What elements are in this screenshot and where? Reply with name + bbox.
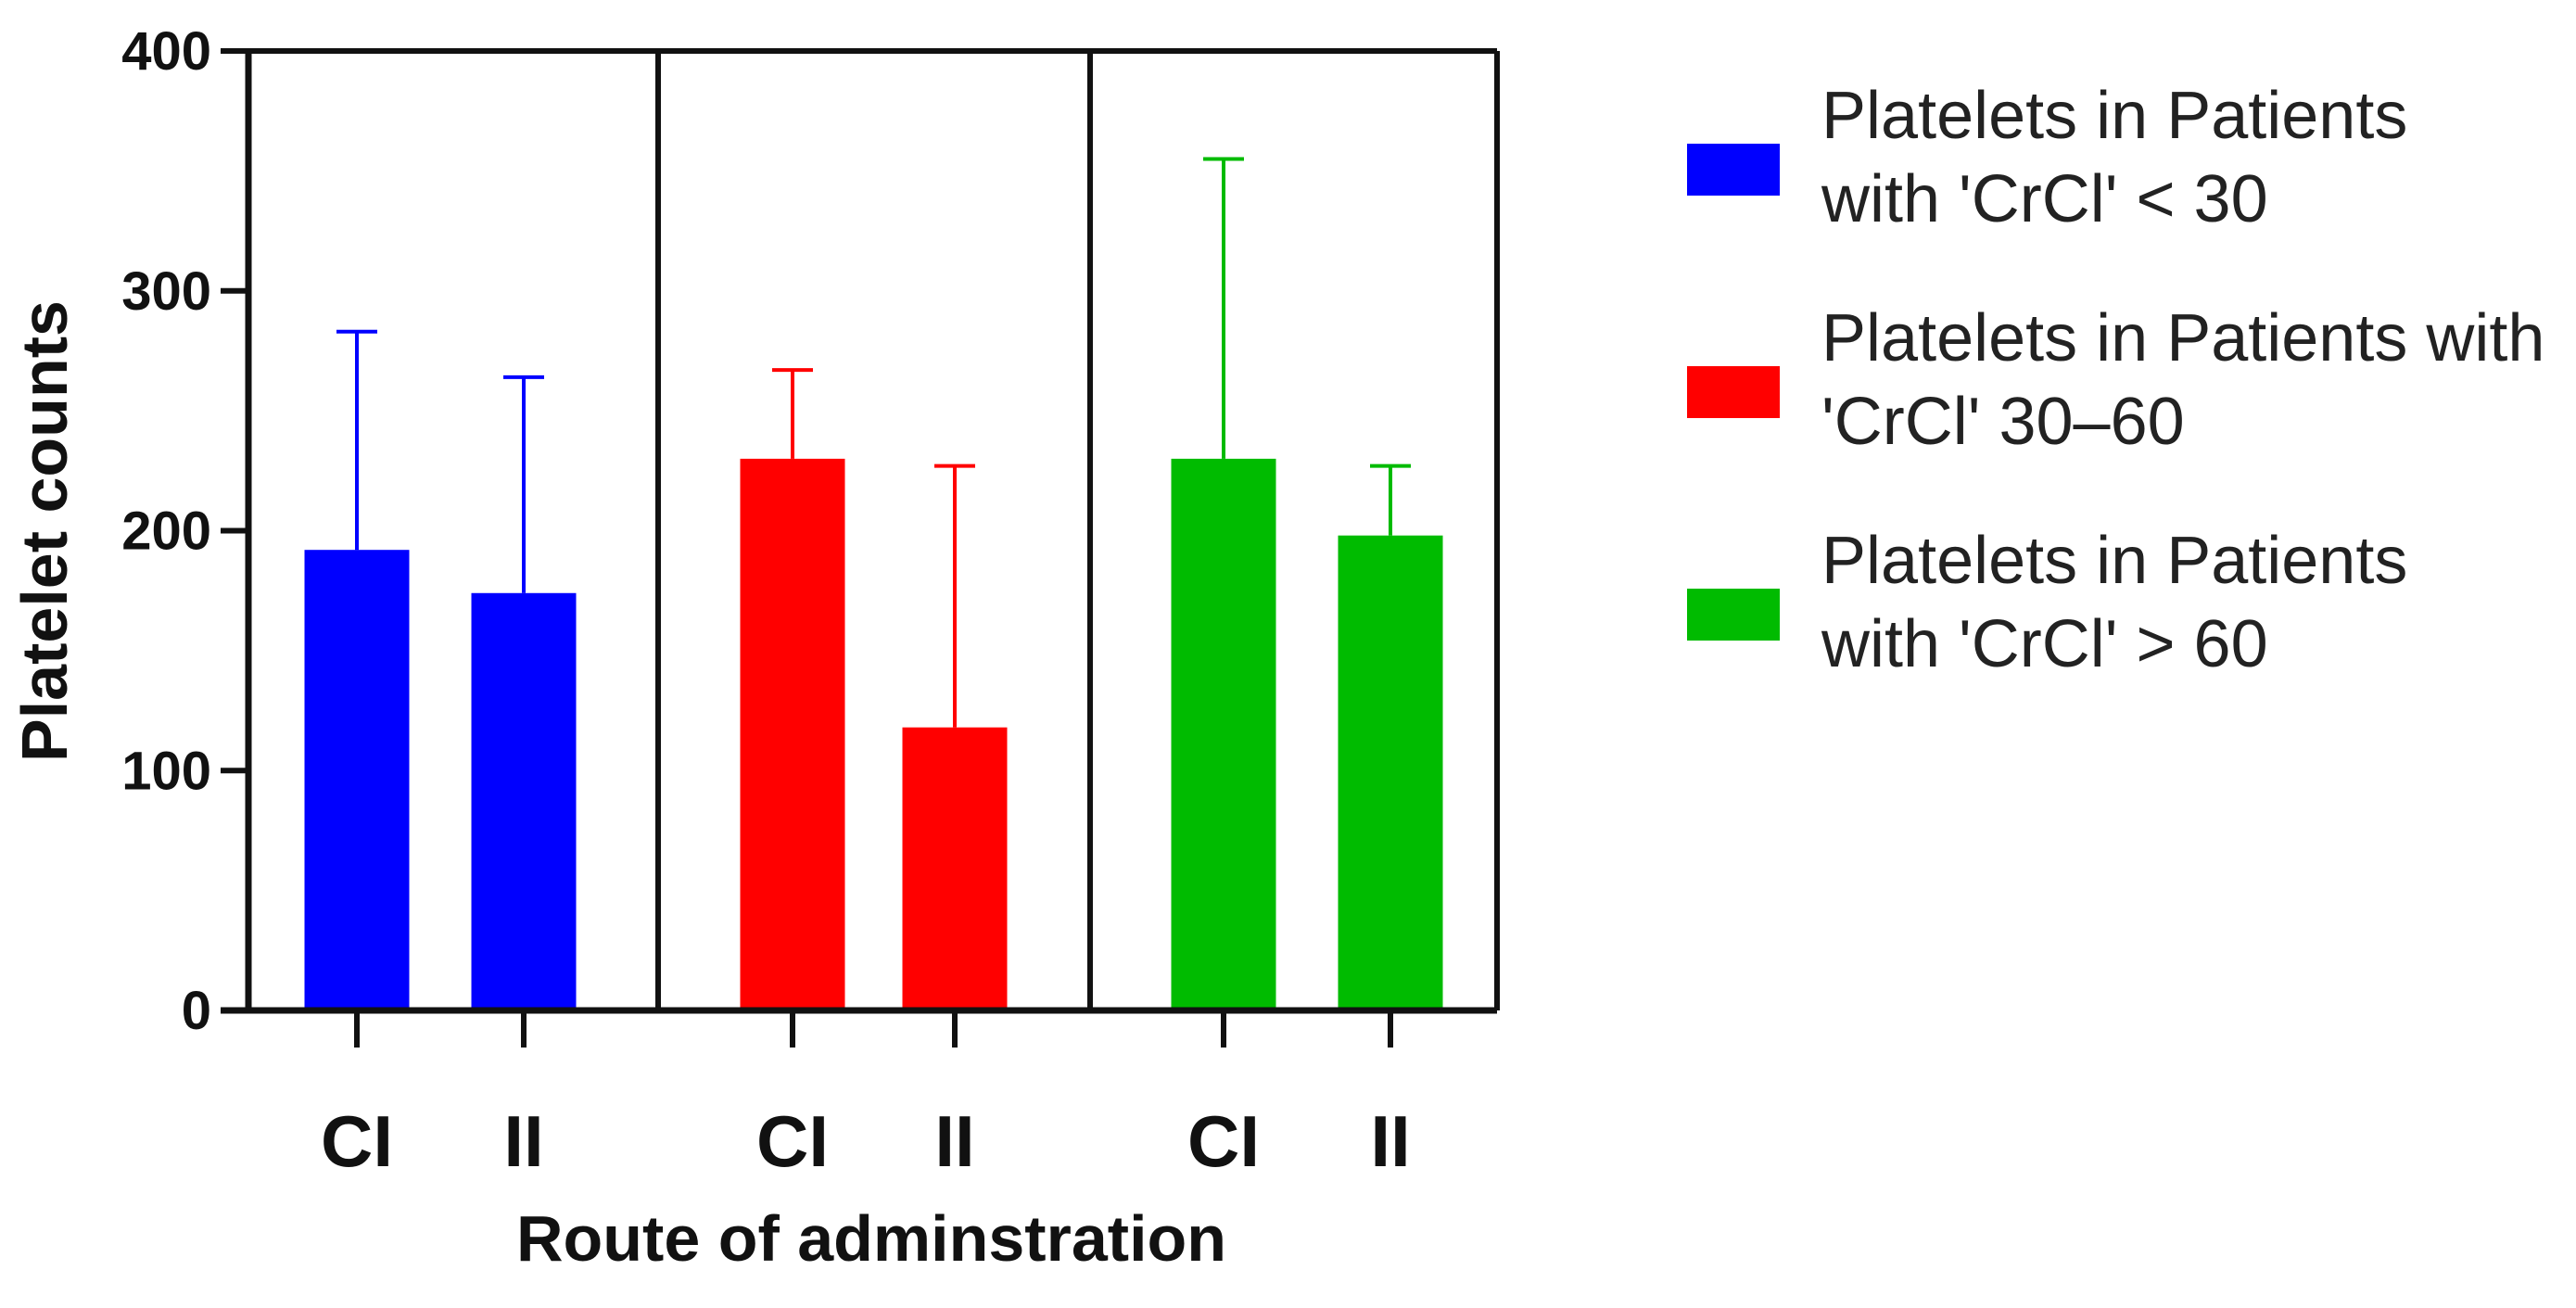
y-tick-label: 300 <box>121 261 211 322</box>
legend-label-line2: with 'CrCl' < 30 <box>1821 162 2268 236</box>
legend-label-line1: Platelets in Patients <box>1821 524 2408 598</box>
bar <box>902 727 1008 1010</box>
x-tick-label: II <box>1370 1100 1410 1182</box>
legend-label-line2: with 'CrCl' > 60 <box>1821 607 2268 681</box>
legend-label-line1: Platelets in Patients <box>1821 79 2408 153</box>
x-tick-label: II <box>503 1100 543 1182</box>
bar <box>1338 535 1443 1010</box>
legend-label-line1: Platelets in Patients with <box>1821 301 2545 375</box>
bar-chart: CI II CI II CI II 0 100 200 300 400 Platelet count… <box>8 21 1500 1275</box>
x-tick-label: CI <box>321 1100 393 1182</box>
legend-item-crcl-gt-60: Platelets in Patients with 'CrCl' > 60 <box>1678 519 2568 797</box>
y-tick-label: 100 <box>121 741 211 801</box>
legend-swatch-blue <box>1687 144 1780 196</box>
legend-swatch-red <box>1687 366 1780 418</box>
x-axis-title: Route of adminstration <box>516 1202 1226 1275</box>
legend: Platelets in Patients with 'CrCl' < 30 P… <box>1678 74 2568 742</box>
legend-swatch-green <box>1687 589 1780 641</box>
bar <box>304 550 410 1010</box>
bar <box>740 458 845 1010</box>
y-axis-title: Platelet counts <box>8 300 81 762</box>
legend-item-crcl-30-60: Platelets in Patients with 'CrCl' 30–60 <box>1678 297 2568 575</box>
bar <box>1171 458 1276 1010</box>
y-tick-label: 400 <box>121 21 211 82</box>
legend-label: Platelets in Patients with 'CrCl' > 60 <box>1821 519 2563 686</box>
plot-area: CI II CI II CI II 0 100 200 300 400 <box>121 21 1500 1182</box>
legend-label-line2: 'CrCl' 30–60 <box>1821 385 2185 459</box>
x-tick-label: II <box>934 1100 974 1182</box>
x-tick-label: CI <box>1187 1100 1260 1182</box>
bar <box>471 592 577 1010</box>
legend-label: Platelets in Patients with 'CrCl' < 30 <box>1821 74 2563 241</box>
x-tick-label: CI <box>756 1100 829 1182</box>
legend-label: Platelets in Patients with 'CrCl' 30–60 <box>1821 297 2563 464</box>
y-tick-label: 0 <box>182 981 211 1041</box>
legend-item-crcl-lt-30: Platelets in Patients with 'CrCl' < 30 <box>1678 74 2568 352</box>
y-tick-label: 200 <box>121 502 211 562</box>
